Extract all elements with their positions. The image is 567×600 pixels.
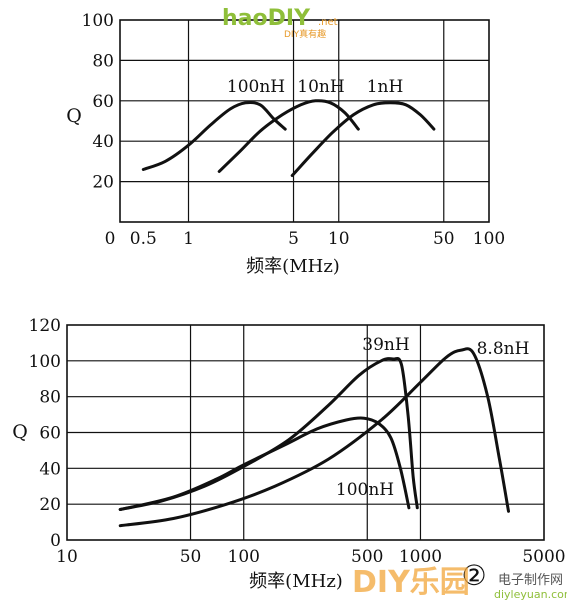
series-label-88nh: 8.8nH xyxy=(477,339,530,359)
y-axis-label: Q xyxy=(66,105,82,127)
x-axis-label: 频率(MHz) xyxy=(249,571,343,592)
series-line-100nh xyxy=(118,416,411,511)
y-tick-label: 120 xyxy=(29,316,61,336)
y-tick-label: 40 xyxy=(92,132,114,152)
x-tick-label: 5 xyxy=(288,229,299,249)
figure-marker: ② xyxy=(461,559,486,592)
watermark-bottom: ② DIY乐园 电子制作网 diyleyuan.com xyxy=(352,559,567,600)
series-label-100nh: 100nH xyxy=(227,77,285,97)
watermark-top-tagline: DIY真有趣 xyxy=(284,28,326,40)
x-tick-label: 50 xyxy=(180,547,202,567)
x-tick-label: 100 xyxy=(473,229,505,249)
x-tick-label: 500 xyxy=(351,547,383,567)
x-tick-label: 100 xyxy=(228,547,260,567)
series-label-39nh: 39nH xyxy=(362,335,409,355)
y-tick-label: 0 xyxy=(50,531,61,551)
series-label-100nh: 100nH xyxy=(336,480,394,500)
y-tick-label: 40 xyxy=(39,459,61,479)
watermark-top-tld: .net xyxy=(318,17,338,28)
chart-2: 0 20 40 60 80 100 120 10 50 100 500 1000 5000 频率(MHz)… xyxy=(12,316,565,592)
y-tick-label: 20 xyxy=(39,495,61,515)
y-axis-label: Q xyxy=(12,421,28,443)
y-tick-label: 60 xyxy=(92,92,114,112)
x-tick-label: 1 xyxy=(183,229,194,249)
plot-frame xyxy=(119,19,490,223)
watermark-bottom-brand: DIY乐园 xyxy=(352,565,470,600)
y-tick-label: 80 xyxy=(92,51,114,71)
y-tick-label: 80 xyxy=(39,388,61,408)
watermark-top-brand: haoDIY xyxy=(222,6,311,31)
watermark-top: haoDIY .net DIY真有趣 xyxy=(222,6,338,40)
x-tick-label: 0.5 xyxy=(130,229,157,249)
series-line-10nh xyxy=(217,99,360,173)
x-tick-label: 10 xyxy=(56,547,78,567)
y-tick-label: 100 xyxy=(82,11,114,31)
y-tick-label: 20 xyxy=(92,173,114,193)
series-line-1nh xyxy=(290,101,436,177)
series-label-1nh: 1nH xyxy=(367,77,404,97)
series-line-39nh xyxy=(118,356,419,511)
series-line-88nh xyxy=(118,347,510,528)
watermark-bottom-tagline: 电子制作网 xyxy=(498,573,563,588)
series-line-100nh xyxy=(141,100,287,171)
x-tick-label: 5000 xyxy=(522,547,565,567)
chart-1: 20 40 60 80 100 0 0.5 1 5 10 50 100 频率(MHz) Q 100nH 10n… xyxy=(66,11,505,277)
x-tick-label: 1000 xyxy=(399,547,442,567)
y-tick-label: 60 xyxy=(39,424,61,444)
x-tick-label: 10 xyxy=(328,229,350,249)
x-tick-label: 50 xyxy=(433,229,455,249)
series-label-10nh: 10nH xyxy=(297,77,344,97)
x-tick-label: 0 xyxy=(105,229,116,249)
x-axis-label: 频率(MHz) xyxy=(246,256,340,277)
watermark-bottom-url: diyleyuan.com xyxy=(494,588,567,600)
y-tick-label: 100 xyxy=(29,352,61,372)
